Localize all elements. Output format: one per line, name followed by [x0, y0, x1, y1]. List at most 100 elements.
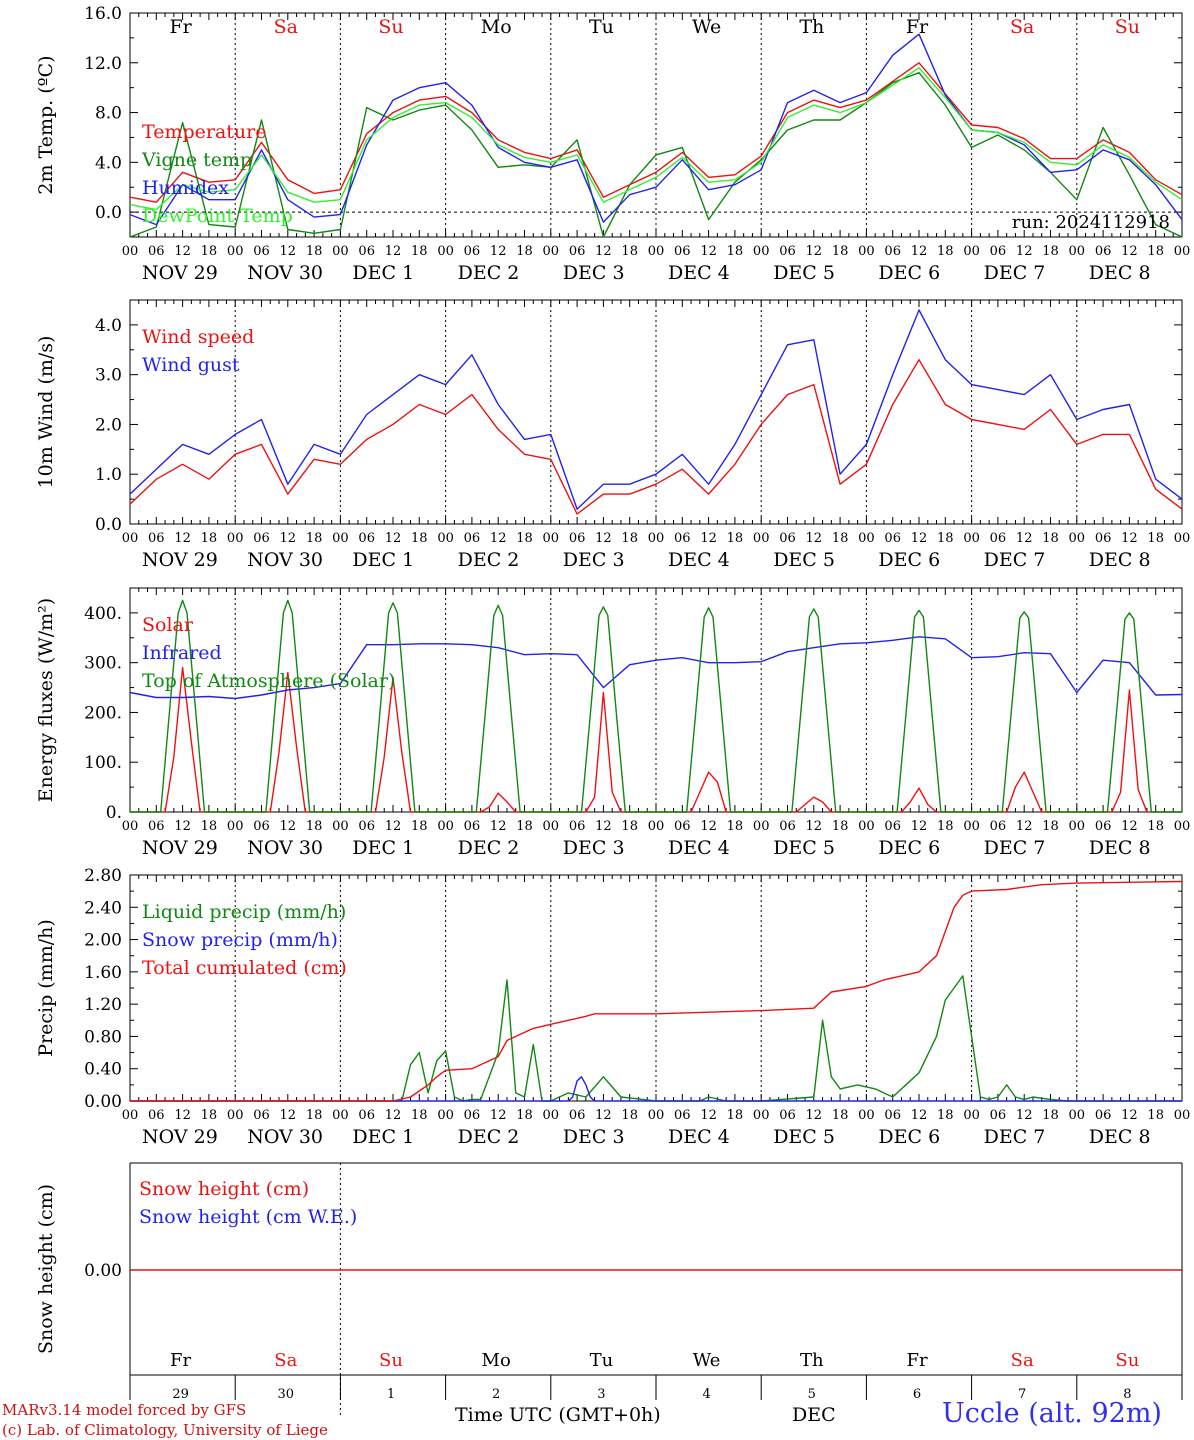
hour-tick-label: 18 [306, 1108, 323, 1123]
date-label: DEC 5 [773, 549, 835, 571]
hour-tick-label: 06 [990, 819, 1007, 834]
hour-tick-label: 18 [516, 244, 533, 259]
day-name-label: Su [1115, 1350, 1139, 1371]
y-axis-title: Energy fluxes (W/m²) [35, 598, 57, 802]
date-label: DEC 3 [563, 262, 625, 284]
hour-tick-label: 06 [253, 244, 270, 259]
hour-tick-label: 18 [516, 1108, 533, 1123]
date-label: DEC 3 [563, 1126, 625, 1148]
y-tick-label: 400. [84, 604, 122, 624]
y-tick-label: 300. [84, 654, 122, 674]
footer-credits: MARv3.14 model forced by GFS (c) Lab. of… [2, 1400, 328, 1440]
legend-entry: Vigne temp [141, 149, 252, 171]
y-axis-title: 2m Temp. (ºC) [35, 55, 57, 194]
series-line [130, 880, 1183, 1102]
hour-tick-label: 12 [911, 531, 928, 546]
hour-tick-label: 12 [595, 531, 612, 546]
hour-tick-label: 12 [1121, 244, 1138, 259]
hour-tick-label: 12 [595, 1108, 612, 1123]
hour-tick-label: 18 [1147, 531, 1164, 546]
hour-tick-label: 06 [569, 819, 586, 834]
date-number-label: 3 [597, 1387, 605, 1402]
hour-tick-label: 06 [464, 244, 481, 259]
hour-tick-label: 18 [201, 819, 218, 834]
hour-tick-label: 00 [1174, 1108, 1191, 1123]
day-name-label: Sa [274, 16, 298, 38]
date-label: DEC 4 [668, 549, 730, 571]
hour-tick-label: 06 [674, 1108, 691, 1123]
chart-panel: 16.0 12.0 8.0 4.0 0.0 2m Temp. (ºC) Temperatur… [35, 4, 1190, 284]
day-name-label: Su [378, 16, 403, 38]
lab-credit: (c) Lab. of Climatology, University of L… [2, 1421, 328, 1439]
hour-tick-label: 00 [1069, 1108, 1086, 1123]
legend-entry: Infrared [142, 642, 222, 664]
hour-tick-label: 00 [648, 819, 665, 834]
hour-tick-label: 06 [358, 819, 375, 834]
hour-tick-label: 12 [174, 531, 191, 546]
hour-tick-label: 00 [437, 531, 454, 546]
hour-tick-label: 18 [306, 244, 323, 259]
hour-tick-label: 06 [1095, 1108, 1112, 1123]
hour-tick-label: 00 [122, 819, 139, 834]
hour-tick-label: 00 [437, 1108, 454, 1123]
hour-tick-label: 06 [884, 1108, 901, 1123]
series-line [129, 67, 1183, 211]
date-label: NOV 29 [142, 262, 218, 284]
series-line [129, 636, 1183, 700]
hour-tick-label: 00 [963, 531, 980, 546]
hour-tick-label: 12 [280, 1108, 297, 1123]
hour-tick-label: 06 [1095, 531, 1112, 546]
hour-tick-label: 06 [358, 531, 375, 546]
series-line [129, 62, 1183, 203]
hour-tick-label: 18 [201, 531, 218, 546]
date-number-label: 7 [1018, 1387, 1026, 1402]
day-name-label: Fr [170, 1350, 191, 1371]
hour-tick-label: 00 [543, 1108, 560, 1123]
day-name-label: Su [379, 1350, 403, 1371]
hour-tick-label: 18 [1042, 244, 1059, 259]
hour-tick-label: 18 [1042, 531, 1059, 546]
hour-tick-label: 12 [280, 531, 297, 546]
hour-tick-label: 06 [148, 819, 165, 834]
hour-tick-label: 12 [385, 819, 402, 834]
date-number-label: 1 [387, 1387, 395, 1402]
hour-tick-label: 06 [779, 1108, 796, 1123]
y-tick-label: 2.0 [95, 415, 122, 435]
date-label: DEC 1 [352, 1126, 414, 1148]
hour-tick-label: 12 [911, 244, 928, 259]
date-label: DEC 2 [458, 1126, 520, 1148]
hour-tick-label: 00 [753, 531, 770, 546]
hour-tick-label: 06 [884, 244, 901, 259]
day-name-label: Fr [169, 16, 192, 38]
day-name-label: Su [1115, 16, 1140, 38]
y-tick-label: 16.0 [84, 4, 122, 24]
y-tick-label: 0.0 [95, 515, 122, 535]
legend-entry: Snow height (cm W.E.) [139, 1206, 357, 1228]
date-label: NOV 30 [247, 837, 323, 859]
hour-tick-label: 06 [358, 244, 375, 259]
hour-tick-label: 18 [306, 531, 323, 546]
hour-tick-label: 06 [253, 819, 270, 834]
hour-tick-label: 06 [779, 531, 796, 546]
date-number-label: 8 [1123, 1387, 1131, 1402]
y-tick-label: 4.0 [95, 316, 122, 336]
hour-tick-label: 18 [411, 531, 428, 546]
hour-tick-label: 00 [648, 244, 665, 259]
date-number-label: 5 [808, 1387, 816, 1402]
series-line [129, 359, 1183, 515]
hour-tick-label: 00 [648, 531, 665, 546]
day-name-label: Sa [274, 1350, 297, 1371]
hour-tick-label: 00 [858, 1108, 875, 1123]
y-tick-label: 12.0 [84, 54, 122, 74]
hour-tick-label: 00 [227, 244, 244, 259]
hour-tick-label: 06 [253, 531, 270, 546]
hour-tick-label: 00 [648, 1108, 665, 1123]
hour-tick-label: 18 [1147, 1108, 1164, 1123]
hour-tick-label: 18 [727, 531, 744, 546]
hour-tick-label: 12 [174, 819, 191, 834]
hour-tick-label: 12 [1121, 819, 1138, 834]
date-label: DEC 5 [773, 262, 835, 284]
hour-tick-label: 18 [1042, 1108, 1059, 1123]
hour-tick-label: 00 [963, 1108, 980, 1123]
date-label: DEC 4 [668, 262, 730, 284]
